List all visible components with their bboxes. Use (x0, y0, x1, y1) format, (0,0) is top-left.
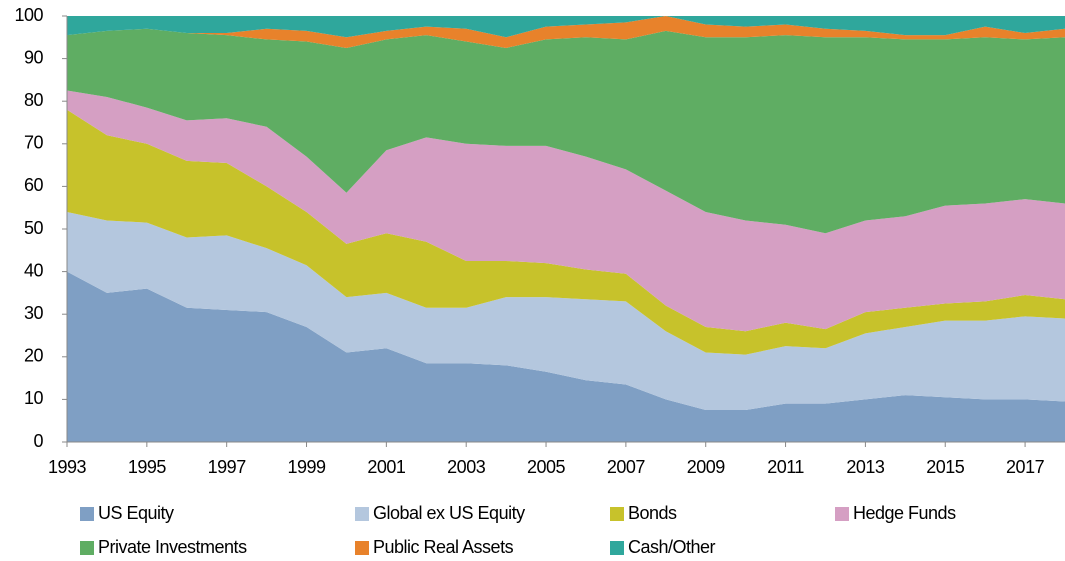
x-tick-label: 2015 (926, 457, 965, 477)
y-tick-label: 10 (24, 388, 44, 408)
legend-swatch (355, 507, 369, 521)
legend-swatch (80, 541, 94, 555)
area (67, 271, 1065, 442)
y-tick-label: 100 (14, 5, 43, 25)
legend-label: Private Investments (98, 537, 247, 557)
x-tick-label: 2007 (607, 457, 646, 477)
x-tick-label: 2003 (447, 457, 486, 477)
legend-label: Cash/Other (628, 537, 716, 557)
x-tick-label: 1997 (208, 457, 247, 477)
y-tick-label: 60 (24, 175, 44, 195)
y-tick-label: 30 (24, 303, 44, 323)
y-tick-label: 40 (24, 260, 44, 280)
legend-label: Bonds (628, 503, 677, 523)
x-tick-label: 2009 (687, 457, 726, 477)
legend-swatch (835, 507, 849, 521)
x-tick-label: 2013 (846, 457, 885, 477)
x-tick-label: 2017 (1006, 457, 1045, 477)
x-tick-label: 2005 (527, 457, 566, 477)
area (67, 90, 1065, 332)
legend-label: Hedge Funds (853, 503, 956, 523)
x-tick-label: 1993 (48, 457, 87, 477)
x-tick-label: 1995 (128, 457, 167, 477)
y-tick-label: 50 (24, 218, 44, 238)
x-tick-label: 2011 (767, 457, 804, 477)
y-tick-label: 70 (24, 133, 44, 153)
area (67, 16, 1065, 48)
y-tick-label: 80 (24, 90, 44, 110)
x-tick-label: 1999 (287, 457, 326, 477)
legend-label: Global ex US Equity (373, 503, 525, 523)
legend-swatch (355, 541, 369, 555)
area (67, 211, 1065, 411)
x-tick-label: 2001 (367, 457, 406, 477)
legend-label: Public Real Assets (373, 537, 514, 557)
legend-swatch (610, 541, 624, 555)
area (67, 28, 1065, 234)
area (67, 16, 1065, 38)
y-tick-label: 0 (33, 431, 43, 451)
legend-swatch (610, 507, 624, 521)
legend-label: US Equity (98, 503, 174, 523)
legend-swatch (80, 507, 94, 521)
y-tick-label: 20 (24, 346, 44, 366)
area (67, 109, 1065, 355)
y-tick-label: 90 (24, 47, 44, 67)
